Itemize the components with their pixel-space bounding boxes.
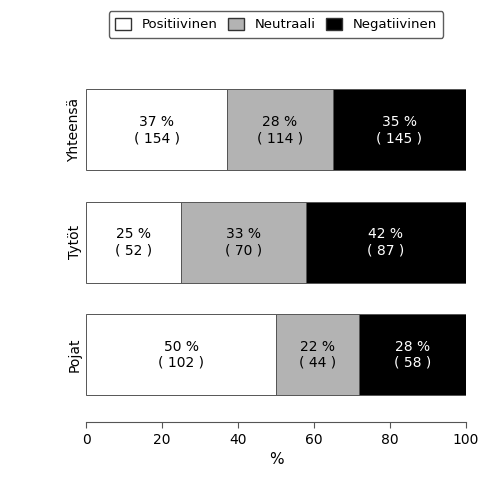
Bar: [86, 202, 181, 283]
Bar: [276, 314, 360, 396]
Bar: [86, 314, 276, 396]
Text: 33 %
( 70 ): 33 % ( 70 ): [225, 228, 263, 257]
Text: 28 %
( 114 ): 28 % ( 114 ): [257, 115, 303, 145]
Text: 50 %
( 102 ): 50 % ( 102 ): [158, 340, 204, 370]
Bar: [86, 89, 227, 170]
Legend: Positiivinen, Neutraali, Negatiivinen: Positiivinen, Neutraali, Negatiivinen: [108, 12, 444, 38]
Bar: [360, 314, 466, 396]
Bar: [333, 89, 466, 170]
Bar: [306, 202, 466, 283]
Text: 42 %
( 87 ): 42 % ( 87 ): [367, 228, 405, 257]
X-axis label: %: %: [269, 452, 283, 468]
Bar: [227, 89, 333, 170]
Bar: [181, 202, 306, 283]
Text: 22 %
( 44 ): 22 % ( 44 ): [299, 340, 336, 370]
Text: 25 %
( 52 ): 25 % ( 52 ): [115, 228, 152, 257]
Text: 35 %
( 145 ): 35 % ( 145 ): [376, 115, 422, 145]
Text: 28 %
( 58 ): 28 % ( 58 ): [394, 340, 431, 370]
Text: 37 %
( 154 ): 37 % ( 154 ): [133, 115, 180, 145]
